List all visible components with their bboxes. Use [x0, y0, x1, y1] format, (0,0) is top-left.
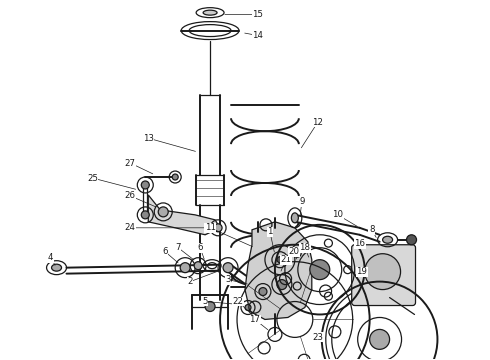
- Text: 4: 4: [48, 253, 53, 262]
- Ellipse shape: [51, 264, 62, 271]
- FancyBboxPatch shape: [352, 245, 416, 306]
- Text: 7: 7: [175, 243, 181, 252]
- Circle shape: [259, 288, 267, 296]
- Circle shape: [223, 263, 233, 273]
- Text: 12: 12: [312, 118, 323, 127]
- Text: 6: 6: [163, 247, 168, 256]
- Text: 20: 20: [288, 247, 299, 256]
- Circle shape: [141, 181, 149, 189]
- Circle shape: [214, 224, 222, 232]
- Text: 1: 1: [267, 227, 272, 236]
- Text: 16: 16: [354, 239, 365, 248]
- Ellipse shape: [292, 213, 298, 223]
- Circle shape: [277, 257, 283, 263]
- Text: 19: 19: [356, 267, 367, 276]
- Circle shape: [407, 235, 416, 245]
- Circle shape: [369, 329, 390, 349]
- Ellipse shape: [383, 236, 392, 243]
- Text: 27: 27: [125, 158, 136, 167]
- Circle shape: [158, 207, 168, 217]
- Polygon shape: [245, 222, 312, 319]
- Circle shape: [194, 262, 202, 270]
- Text: 24: 24: [125, 223, 136, 232]
- Circle shape: [365, 254, 400, 289]
- Circle shape: [245, 305, 251, 310]
- Text: 23: 23: [312, 333, 323, 342]
- Circle shape: [277, 280, 287, 289]
- Circle shape: [180, 263, 190, 273]
- Circle shape: [205, 302, 215, 311]
- Text: 6: 6: [197, 243, 203, 252]
- Text: 2: 2: [187, 277, 193, 286]
- Text: 5: 5: [202, 297, 208, 306]
- Circle shape: [310, 260, 330, 280]
- Text: 9: 9: [299, 197, 304, 206]
- Text: 17: 17: [249, 315, 261, 324]
- Text: 25: 25: [87, 174, 98, 183]
- Text: 3: 3: [225, 275, 231, 284]
- Text: 11: 11: [205, 223, 216, 232]
- Ellipse shape: [203, 10, 217, 15]
- Text: 10: 10: [332, 210, 343, 219]
- Text: 8: 8: [369, 225, 374, 234]
- Text: 22: 22: [233, 297, 244, 306]
- Text: 14: 14: [252, 31, 264, 40]
- Polygon shape: [148, 195, 220, 235]
- Text: 26: 26: [125, 192, 136, 201]
- Text: 15: 15: [252, 10, 264, 19]
- Circle shape: [141, 211, 149, 219]
- Circle shape: [172, 174, 178, 180]
- Text: 21: 21: [280, 255, 292, 264]
- Text: 18: 18: [299, 243, 310, 252]
- Text: 13: 13: [143, 134, 154, 143]
